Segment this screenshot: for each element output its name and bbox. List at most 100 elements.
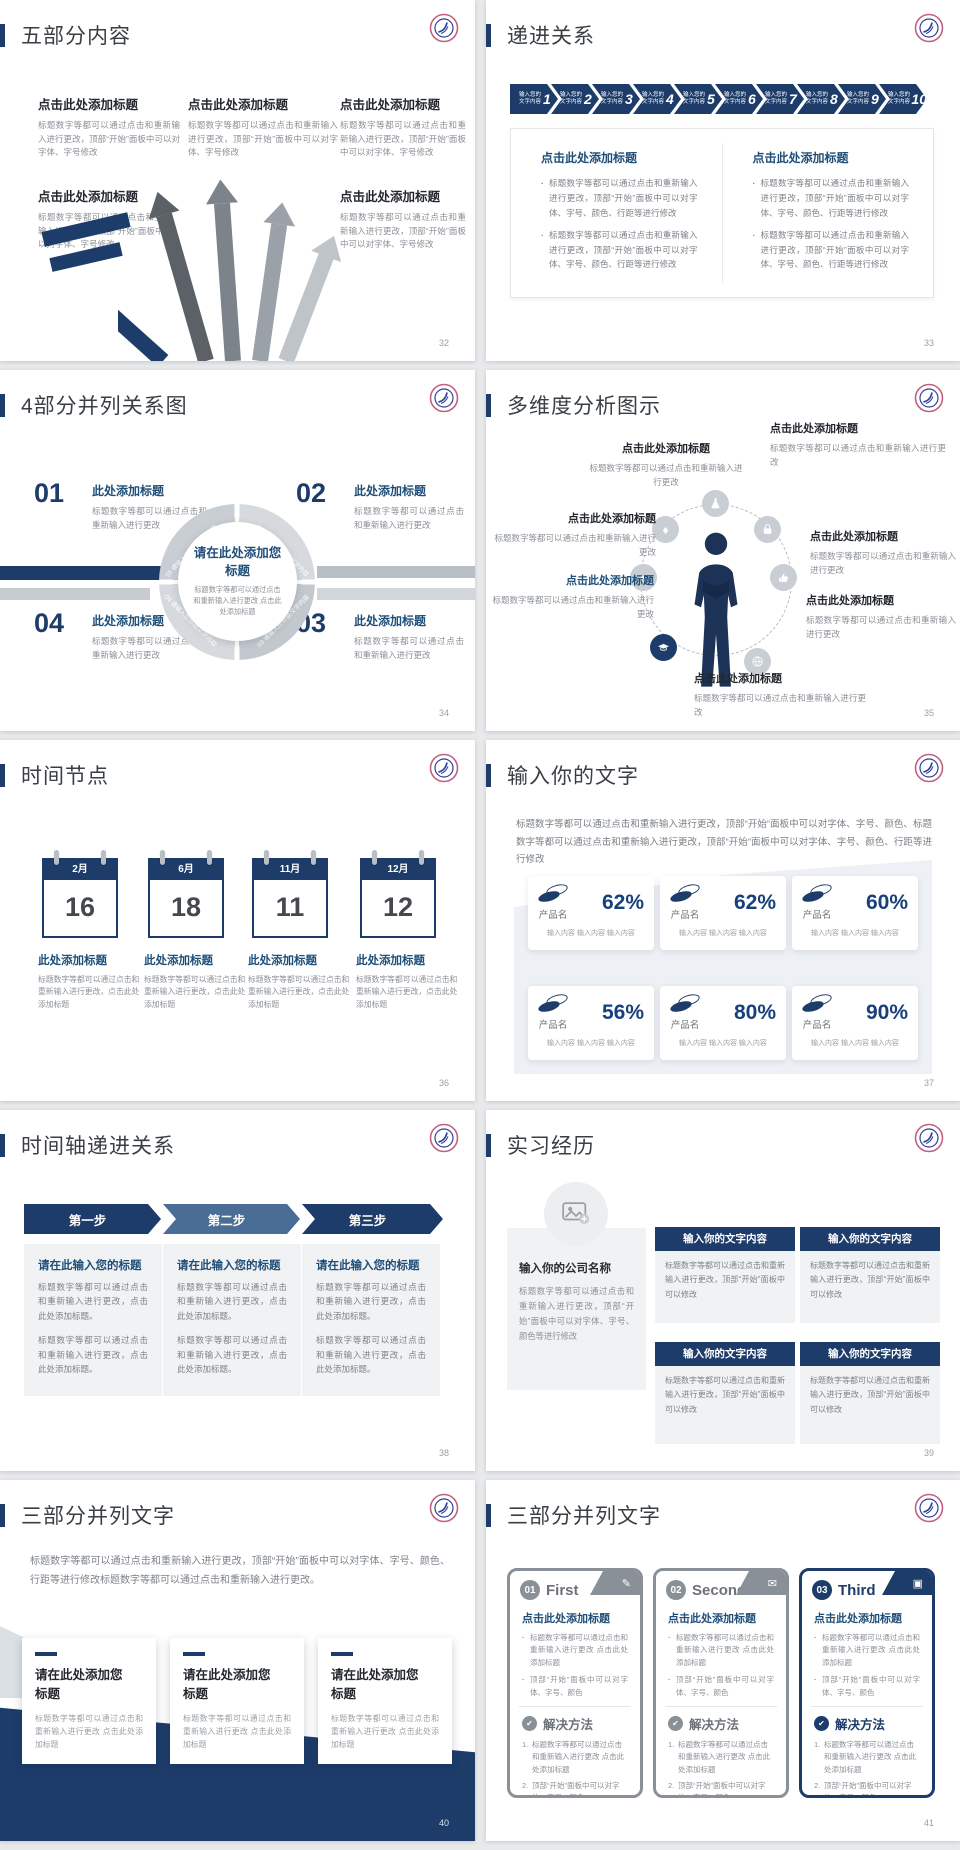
diamond-icon: ♦ xyxy=(652,516,679,543)
businessman-silhouette xyxy=(694,532,738,687)
percent-value: 62% xyxy=(733,891,776,914)
product-card: 产品名 56% 输入内容 输入内容 输入内容 xyxy=(528,986,654,1060)
content-header: 输入你的文字内容 xyxy=(655,1342,795,1366)
slide-title: 三部分并列文字 xyxy=(21,1505,175,1528)
product-icon: 产品名 xyxy=(537,882,569,921)
university-emblem-logo xyxy=(429,13,459,43)
slide-32-five-part-content[interactable]: 五部分内容 点击此处添加标题 标题数字等都可以通过点击和重新输入进行更改，顶部“… xyxy=(0,0,475,361)
text-block: 点击此处添加标题 标题数字等都可以通过点击和重新输入进行更改 xyxy=(770,423,946,467)
text-block: 点击此处添加标题 标题数字等都可以通过点击和重新输入进行更改 xyxy=(589,443,743,487)
accent-dash xyxy=(183,1652,205,1656)
slide-title-block: 五部分内容 xyxy=(0,20,131,50)
calendar-icon: 2月 16 xyxy=(42,850,118,938)
slide-title-block: 时间轴递进关系 xyxy=(0,1130,175,1160)
text-block: 此处添加标题 标题数字等都可以通过点击和重新输入进行更改，点击此处添加标题 xyxy=(248,955,350,1009)
numbered-card-first: ✎ 01 First 点击此处添加标题 标题数字等都可以通过点击和重新输入进行更… xyxy=(507,1568,643,1798)
text-column: 点击此处添加标题 标题数字等都可以通过点击和重新输入进行更改，顶部“开始”面板中… xyxy=(723,129,934,297)
title-accent-bar xyxy=(0,23,5,47)
text-block: 此处添加标题 标题数字等都可以通过点击和重新输入进行更改，点击此处添加标题 xyxy=(356,955,458,1009)
title-accent-bar xyxy=(0,1503,5,1527)
slide-39-internship-experience[interactable]: 实习经历 输入你的公司名称 标题数字等都可以通过点击和重新输入进行更改，顶部“开… xyxy=(486,1110,960,1471)
product-icon: 产品名 xyxy=(669,992,701,1031)
calendar-day: 16 xyxy=(64,892,96,922)
card-number: 03 xyxy=(812,1580,832,1600)
slide-36-time-nodes[interactable]: 时间节点 2月 16 6月 18 11月 11 12月 12 xyxy=(0,740,475,1101)
text-block: 点击此处添加标题 标题数字等都可以通过点击和重新输入进行更改，顶部“开始”面板中… xyxy=(188,98,338,158)
calendar-day: 18 xyxy=(170,892,202,922)
content-panel: 点击此处添加标题 标题数字等都可以通过点击和重新输入进行更改，顶部“开始”面板中… xyxy=(510,128,934,298)
percent-value: 60% xyxy=(865,891,908,914)
title-accent-bar xyxy=(0,1133,5,1157)
university-emblem-logo xyxy=(914,1493,944,1523)
text-block: 点击此处添加标题 标题数字等都可以通过点击和重新输入进行更改，顶部“开始”面板中… xyxy=(38,98,180,158)
connector-bar xyxy=(0,566,168,580)
text-card: 请在此处添加您标题 标题数字等都可以通过点击和重新输入进行更改 点击此处添加标题 xyxy=(22,1638,156,1764)
graduation-cap-icon xyxy=(650,634,677,661)
calendar-icon: 6月 18 xyxy=(148,850,224,938)
university-emblem-logo xyxy=(429,1123,459,1153)
numbered-card-third: ▣ 03 Third 点击此处添加标题 标题数字等都可以通过点击和重新输入进行更… xyxy=(799,1568,935,1798)
check-icon: ✔ xyxy=(522,1715,537,1731)
slide-title-block: 递进关系 xyxy=(486,20,595,50)
university-emblem-logo xyxy=(914,753,944,783)
image-placeholder xyxy=(544,1182,608,1246)
calendar-month: 12月 xyxy=(362,860,434,880)
text-block: 此处添加标题 标题数字等都可以通过点击和重新输入进行更改 xyxy=(354,484,464,530)
content-header: 输入你的文字内容 xyxy=(655,1227,795,1251)
slide-40-three-part-text[interactable]: 三部分并列文字 标题数字等都可以通过点击和重新输入进行更改，顶部“开始”面板中可… xyxy=(0,1480,475,1841)
calendar-month: 11月 xyxy=(254,860,326,880)
slide-title-block: 输入你的文字 xyxy=(486,760,639,790)
slide-title: 实习经历 xyxy=(507,1135,595,1158)
slide-title: 时间轴递进关系 xyxy=(21,1135,175,1158)
slide-title: 4部分并列关系图 xyxy=(21,395,188,418)
slide-37-enter-your-text[interactable]: 输入你的文字 标题数字等都可以通过点击和重新输入进行更改，顶部“开始”面板中可以… xyxy=(486,740,960,1101)
slide-38-timeline-progression[interactable]: 时间轴递进关系 第一步 第二步 第三步 请在此输入您的标题 标题数字等都可以通过… xyxy=(0,1110,475,1471)
calendar-icon: 11月 11 xyxy=(252,850,328,938)
product-card: 产品名 62% 输入内容 输入内容 输入内容 xyxy=(528,876,654,950)
text-block: 点击此处添加标题 标题数字等都可以通过点击和重新输入进行更改 xyxy=(494,513,656,557)
card-label: Second xyxy=(692,1581,747,1599)
slide-34-four-part-relation[interactable]: 4部分并列关系图 01 请输入您标题文字内容 02 请输入您标题文字内容 03 … xyxy=(0,370,475,731)
column-divider xyxy=(721,143,723,283)
accent-dash xyxy=(331,1652,353,1656)
text-card: 请在此处添加您标题 标题数字等都可以通过点击和重新输入进行更改 点击此处添加标题 xyxy=(170,1638,304,1764)
chevron-step: 输入您的文字内容 5 xyxy=(674,84,722,114)
university-emblem-logo xyxy=(914,383,944,413)
title-accent-bar xyxy=(0,393,5,417)
text-block: 点击此处添加标题 标题数字等都可以通过点击和重新输入进行更改 xyxy=(810,531,956,575)
slide-title: 三部分并列文字 xyxy=(507,1505,661,1528)
product-icon: 产品名 xyxy=(669,882,701,921)
slide-title-block: 三部分并列文字 xyxy=(486,1500,661,1530)
page-number: 38 xyxy=(438,1448,449,1458)
chevron-step: 输入您的文字内容 3 xyxy=(592,84,640,114)
chevron-step: 输入您的文字内容 7 xyxy=(756,84,804,114)
card-label: Third xyxy=(838,1581,876,1599)
text-block: 点击此处添加标题 标题数字等都可以通过点击和重新输入进行更改 xyxy=(492,575,654,619)
slide-35-multidimensional-analysis[interactable]: 多维度分析图示 ♦ ♥ 点击此处添加标题 标题数字等都可以通过点击和重 xyxy=(486,370,960,731)
text-block: 此处添加标题 标题数字等都可以通过点击和重新输入进行更改，点击此处添加标题 xyxy=(144,955,246,1009)
company-panel: 输入你的公司名称 标题数字等都可以通过点击和重新输入进行更改，顶部“开始”面板中… xyxy=(507,1228,646,1390)
thumb-up-icon xyxy=(770,564,797,591)
connector-bar xyxy=(317,588,475,600)
page-number: 33 xyxy=(923,338,934,348)
page-number: 40 xyxy=(438,1818,449,1828)
slide-41-three-part-text[interactable]: 三部分并列文字 ✎ 01 First 点击此处添加标题 标题数字等都可以通过点击… xyxy=(486,1480,960,1841)
connector-bar xyxy=(0,588,150,600)
add-picture-icon xyxy=(562,1202,590,1225)
calendar-icon: 12月 12 xyxy=(360,850,436,938)
chevron-step: 输入您的文字内容 1 xyxy=(510,84,558,114)
text-block: 点击此处添加标题 标题数字等都可以通过点击和重新输入进行更改 xyxy=(694,673,866,717)
content-header: 输入你的文字内容 xyxy=(800,1342,940,1366)
percent-value: 56% xyxy=(601,1001,644,1024)
page-number: 37 xyxy=(923,1078,934,1088)
university-emblem-logo xyxy=(914,13,944,43)
slide-title-block: 多维度分析图示 xyxy=(486,390,661,420)
slide-title: 递进关系 xyxy=(507,25,595,48)
calendar-month: 2月 xyxy=(44,860,116,880)
university-emblem-logo xyxy=(429,753,459,783)
numbered-card-second: ✉ 02 Second 点击此处添加标题 标题数字等都可以通过点击和重新输入进行… xyxy=(653,1568,789,1798)
text-block: 此处添加标题 标题数字等都可以通过点击和重新输入进行更改，点击此处添加标题 xyxy=(38,955,140,1009)
percent-value: 62% xyxy=(601,891,644,914)
text-block: 点击此处添加标题 标题数字等都可以通过点击和重新输入进行更改 xyxy=(806,595,956,639)
slide-33-progressive-relation[interactable]: 递进关系 输入您的文字内容 1 输入您的文字内容 2 输入您的文字内容 3 输入您的文… xyxy=(486,0,960,361)
